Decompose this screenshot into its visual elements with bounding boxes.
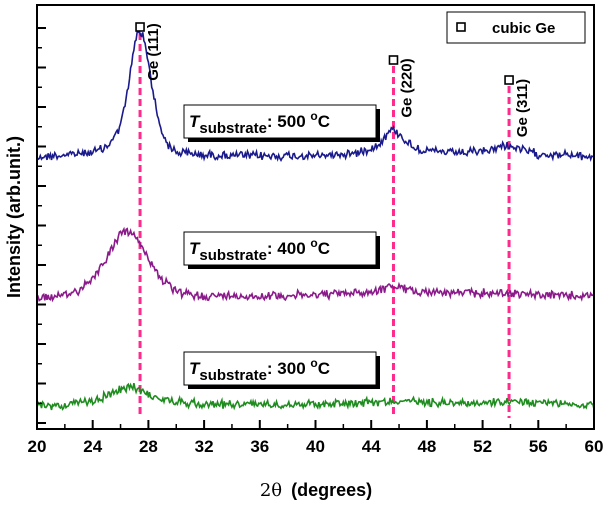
temp-label-500-unit: C (318, 112, 330, 131)
peak-label-2: Ge (220) (398, 58, 415, 117)
legend-label: cubic Ge (492, 20, 555, 37)
temp-label-300-sub: substrate (199, 367, 267, 384)
x-tick-label: 60 (585, 437, 604, 456)
x-tick-label: 44 (362, 437, 381, 456)
temp-label-300-unit: C (318, 359, 330, 378)
peak-label-1: Ge (111) (145, 23, 162, 81)
x-tick-label: 24 (83, 437, 102, 456)
temp-label-500-t: T (189, 112, 201, 131)
series-trace-1 (36, 29, 595, 162)
temp-label-400-value: : 400 (267, 239, 310, 258)
svg-text:Tsubstrate: 300 oC: Tsubstrate: 300 oC (189, 356, 330, 384)
temp-label-500: Tsubstrate: 500 oC (183, 104, 380, 142)
x-axis: 20 24 28 32 36 40 44 48 52 56 60 (28, 420, 604, 456)
x-axis-title-symbol: 2θ (260, 480, 282, 501)
series-trace-2 (36, 226, 595, 303)
plot-area (36, 29, 595, 418)
temp-label-300-value: : 300 (267, 359, 310, 378)
legend-marker (456, 22, 466, 32)
peak-label-3: Ge (311) (514, 79, 531, 137)
temp-label-300-box (183, 351, 377, 386)
x-tick-label: 56 (529, 437, 548, 456)
temp-label-500-sub: substrate (199, 120, 267, 137)
svg-text:Tsubstrate: 400 oC: Tsubstrate: 400 oC (189, 236, 330, 264)
x-axis-title: 2θ (degrees) (260, 480, 372, 501)
temp-label-500-value: : 500 (267, 112, 310, 131)
x-tick-label: 52 (473, 437, 492, 456)
temp-label-500-box (183, 104, 377, 139)
peak-marker-2 (388, 55, 399, 65)
x-tick-label: 40 (306, 437, 325, 456)
peak-marker-1 (135, 22, 145, 32)
temp-label-500-degree: o (310, 109, 317, 123)
x-axis-title-unit: (degrees) (291, 480, 372, 500)
temp-label-400: Tsubstrate: 400 oC (183, 231, 380, 269)
peak-markers: Ge (111) Ge (220) Ge (311) (135, 22, 531, 137)
temp-label-400-sub: substrate (199, 247, 267, 264)
y-axis (37, 27, 46, 424)
legend: cubic Ge (446, 11, 586, 44)
x-tick-label: 36 (250, 437, 269, 456)
legend-box (446, 11, 586, 44)
series-trace-3 (36, 382, 595, 411)
x-tick-label: 20 (28, 437, 47, 456)
y-axis-title: Intensity (arb.unit.) (4, 136, 24, 298)
x-tick-label: 28 (139, 437, 158, 456)
temp-label-300: Tsubstrate: 300 oC (183, 351, 380, 389)
svg-text:Tsubstrate: 500 oC: Tsubstrate: 500 oC (189, 109, 330, 137)
temp-label-400-t: T (189, 239, 201, 258)
x-tick-label: 32 (195, 437, 214, 456)
temp-label-400-box (183, 231, 377, 266)
temp-label-400-unit: C (318, 239, 330, 258)
peak-marker-3 (504, 75, 514, 85)
temp-label-400-degree: o (310, 236, 317, 250)
x-tick-label: 48 (417, 437, 436, 456)
temp-label-300-t: T (189, 359, 201, 378)
temp-label-300-degree: o (310, 356, 317, 370)
